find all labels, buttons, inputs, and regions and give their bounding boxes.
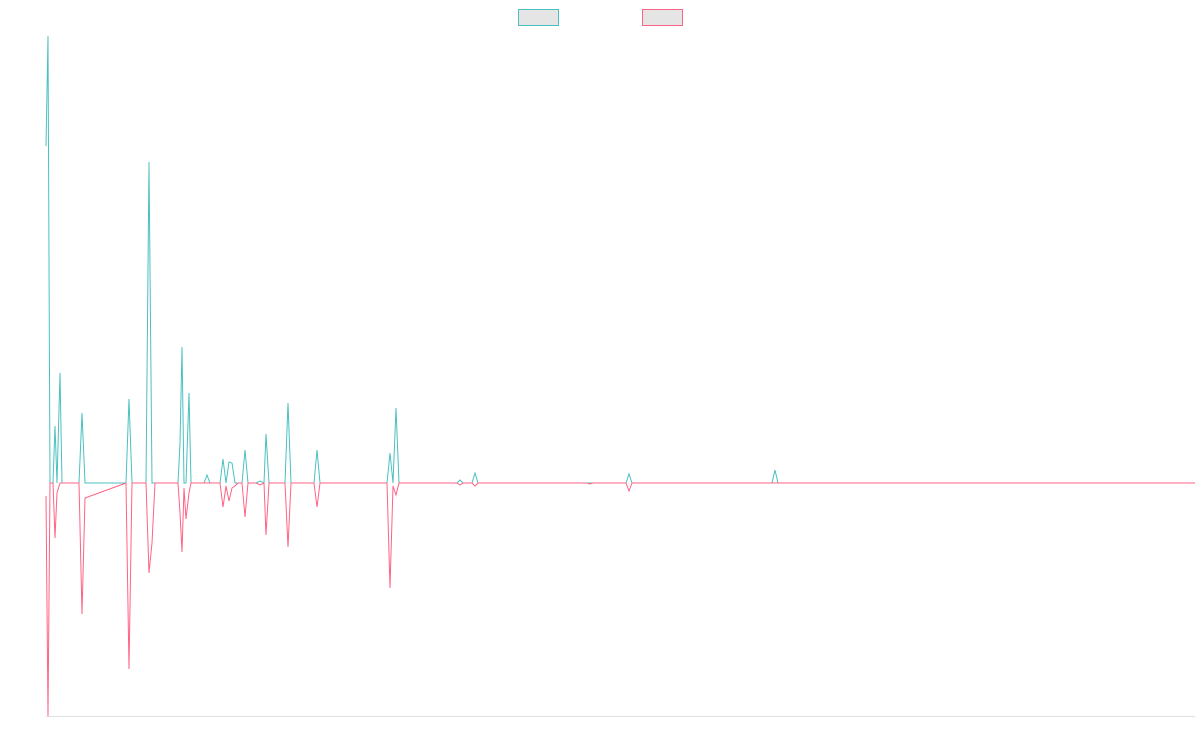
series-line: [45, 482, 1195, 717]
legend-swatch[interactable]: [642, 9, 683, 26]
legend-swatch[interactable]: [518, 9, 559, 26]
series-line: [45, 35, 1195, 484]
